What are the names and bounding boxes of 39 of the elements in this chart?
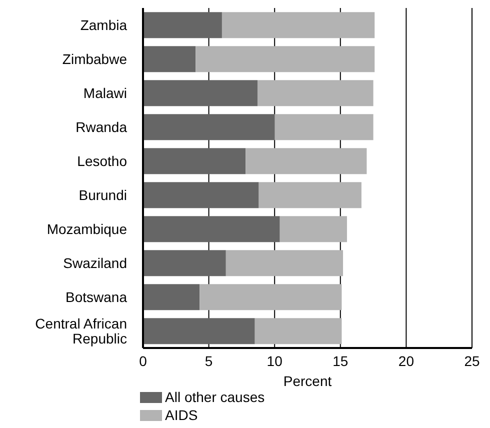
bar: [143, 114, 275, 140]
bar: [143, 284, 200, 310]
x-tick-label: 5: [204, 352, 213, 369]
bar: [143, 250, 226, 276]
y-tick-label: Lesotho: [77, 153, 128, 169]
legend-label: All other causes: [165, 389, 265, 405]
bar: [143, 148, 246, 174]
y-tick-label: Rwanda: [76, 119, 128, 135]
bar: [226, 250, 344, 276]
bar: [143, 80, 258, 106]
x-tick-label: 20: [398, 352, 414, 369]
x-tick-label: 0: [139, 352, 148, 369]
bar: [258, 182, 362, 208]
bar: [143, 216, 280, 242]
bar: [143, 318, 255, 344]
y-tick-label: Swaziland: [63, 255, 127, 271]
bar: [143, 46, 196, 72]
legend-label: AIDS: [165, 407, 198, 423]
bar: [200, 284, 342, 310]
y-tick-label: Burundi: [78, 187, 127, 203]
x-axis-title: Percent: [283, 373, 332, 389]
y-tick-label: Zimbabwe: [62, 51, 128, 67]
y-tick-label: Central African Republic: [35, 316, 127, 346]
y-tick-label: Malawi: [83, 85, 127, 101]
x-tick-label: 25: [464, 352, 480, 369]
y-tick-label: Zambia: [80, 17, 128, 33]
x-tick-label: 15: [332, 352, 348, 369]
bar: [257, 80, 374, 106]
y-tick-label: Mozambique: [46, 221, 128, 237]
bar: [222, 12, 375, 38]
bar: [254, 318, 342, 344]
bar: [143, 12, 222, 38]
bar: [274, 114, 374, 140]
bar: [196, 46, 375, 72]
x-tick-label: 10: [266, 352, 283, 369]
bar: [143, 182, 259, 208]
bar: [280, 216, 347, 242]
bar: [246, 148, 367, 174]
y-tick-label: Botswana: [66, 289, 128, 305]
